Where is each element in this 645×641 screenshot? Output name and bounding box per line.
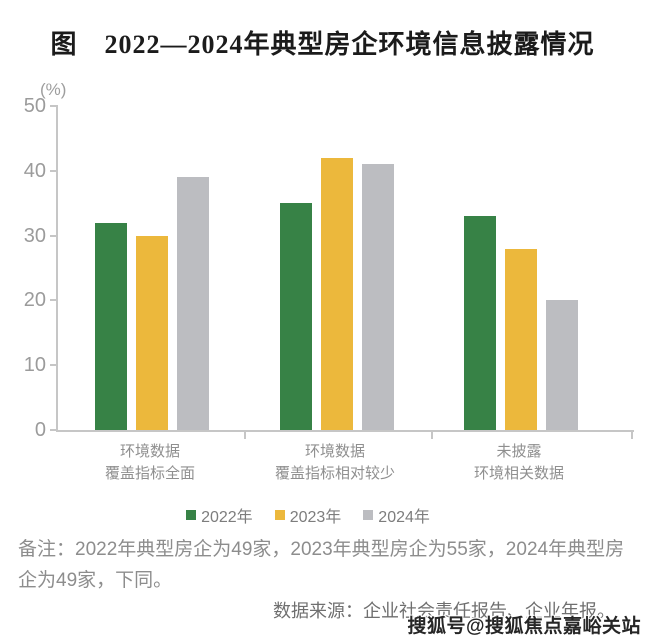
x-axis-tick: [631, 432, 633, 439]
x-axis-category-label-line: 环境数据: [304, 443, 365, 460]
y-axis-unit-label: (%): [40, 80, 67, 99]
chart-legend: 2022年 2023年 2024年: [0, 503, 616, 527]
y-axis-tick: [50, 299, 58, 302]
y-axis-tick-label: 20: [23, 289, 46, 312]
y-axis-tick: [50, 364, 58, 367]
legend-item-2024年: 2024年: [363, 503, 430, 527]
legend-item-2022年: 2022年: [186, 503, 253, 527]
bar-2024年-group1: [177, 177, 209, 430]
legend-label: 2023年: [289, 509, 342, 526]
watermark: 搜狐号@搜狐焦点嘉峪关站: [407, 616, 641, 637]
y-axis-tick-label: 50: [23, 95, 46, 117]
bar-2022年-group2: [280, 203, 312, 430]
y-axis-tick-label: 30: [23, 224, 46, 247]
bar-2023年-group1: [136, 235, 168, 430]
bar-2023年-group3: [505, 248, 537, 430]
legend-label: 2022年: [201, 509, 253, 526]
y-axis-tick: [50, 105, 58, 107]
legend-label: 2024年: [378, 509, 430, 526]
bar-group-1: [95, 177, 209, 430]
y-axis-tick-label: 10: [23, 354, 46, 377]
x-axis-category-label-3: 未披露 环境相关数据: [424, 441, 614, 485]
y-axis-tick: [50, 429, 58, 431]
bar-group-3: [464, 216, 578, 430]
bar-2022年-group1: [95, 222, 127, 430]
x-axis-category-label-line: 环境相关数据: [473, 465, 564, 482]
legend-swatch-icon: [363, 510, 374, 520]
legend-item-2023年: 2023年: [274, 503, 342, 527]
y-axis-tick: [50, 234, 58, 237]
x-axis-tick: [431, 432, 433, 439]
legend-swatch-icon: [186, 510, 197, 520]
bar-2023年-group2: [321, 157, 353, 430]
y-axis-tick-label: 0: [34, 419, 46, 441]
y-axis-tick-label: 40: [23, 159, 46, 182]
bar-2022年-group3: [464, 216, 496, 430]
x-axis-labels: 环境数据 覆盖指标全面 环境数据 覆盖指标相对较少 未披露 环境相关数据: [0, 441, 645, 491]
x-axis-category-label-1: 环境数据覆盖指标全面: [55, 441, 245, 485]
footnote: 备注：2022年典型房企为49家，2023年典型房企为55家，2024年典型房企…: [18, 539, 625, 591]
bar-2024年-group2: [362, 164, 394, 430]
x-axis-category-label-line: 覆盖指标全面: [104, 465, 195, 482]
bar-2024年-group3: [546, 300, 578, 430]
data-source: 数据来源：企业社会责任报告、企业年报。: [273, 601, 615, 621]
bar-group-2: [280, 157, 394, 430]
x-axis-category-label-line: 环境数据: [119, 443, 180, 460]
plot-area: 0 10 20 30 40 50: [24, 96, 634, 440]
x-axis-tick: [244, 432, 246, 439]
x-axis-category-label-line: 未披露: [496, 443, 542, 460]
legend-swatch-icon: [274, 510, 285, 520]
chart-title: 图 2022—2024年典型房企环境信息披露情况: [50, 30, 595, 59]
x-axis-category-label-line: 覆盖指标相对较少: [274, 465, 395, 482]
x-axis-category-label-2: 环境数据覆盖指标相对较少: [240, 441, 430, 485]
y-axis-tick: [50, 169, 58, 172]
